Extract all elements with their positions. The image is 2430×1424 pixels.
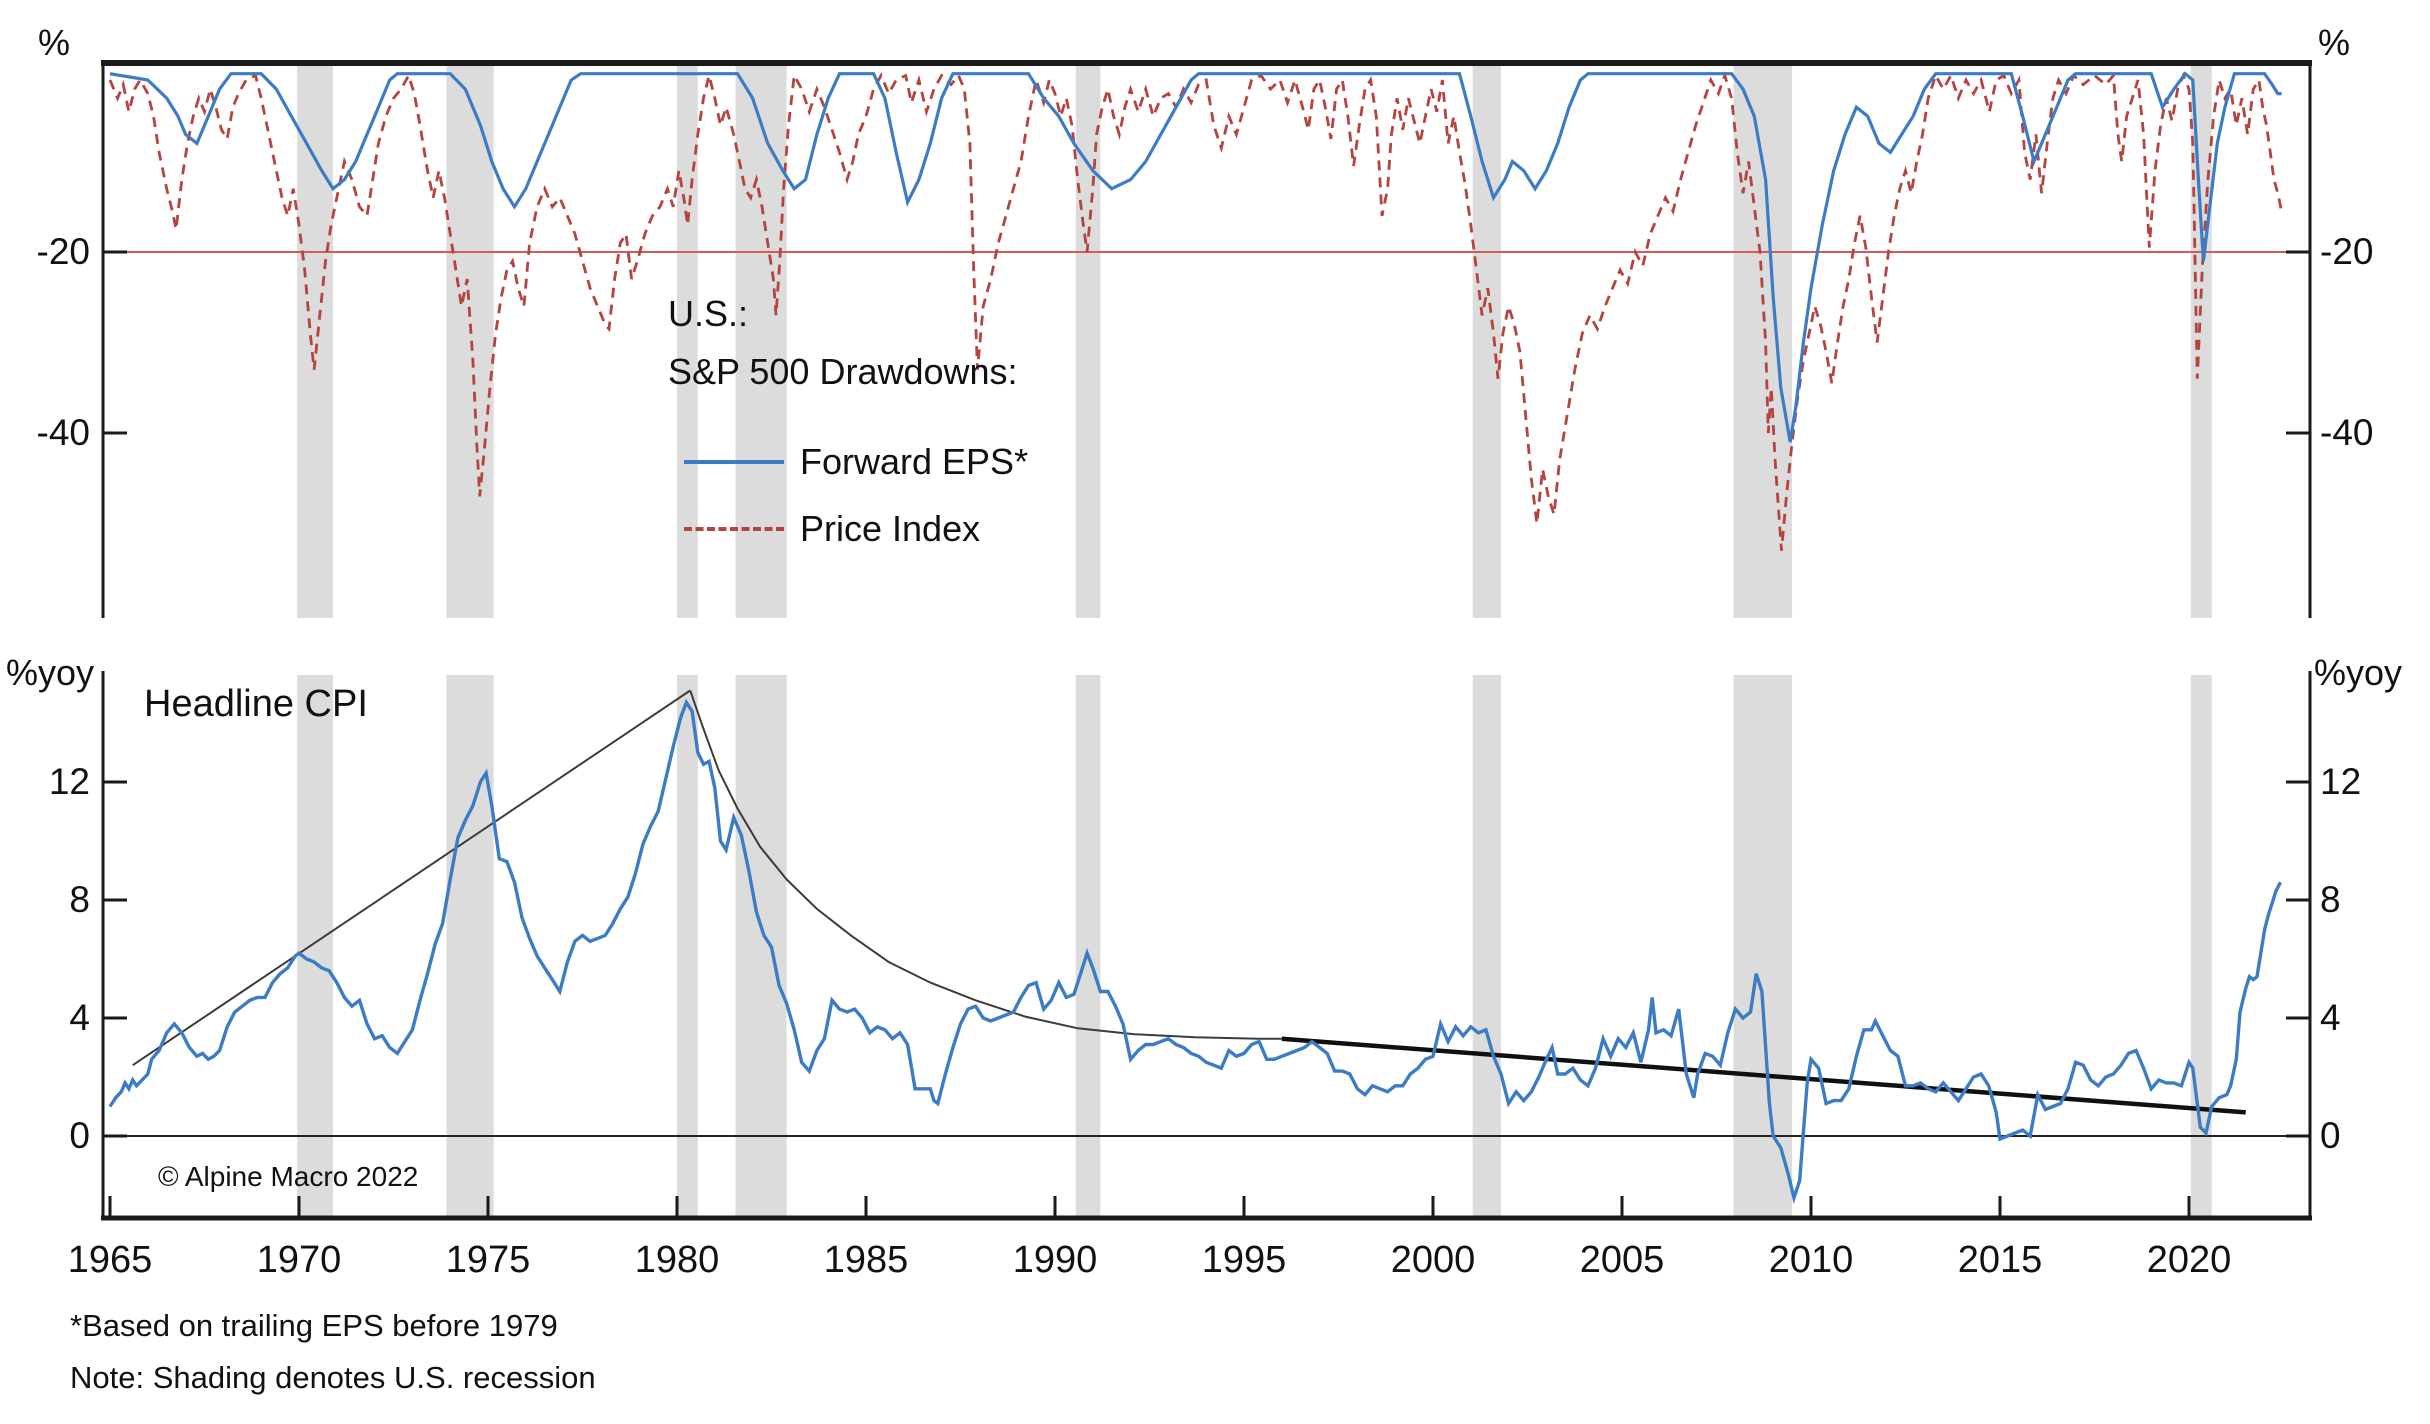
- recession-band: [1733, 675, 1793, 1218]
- recession-band: [2190, 63, 2212, 618]
- x-axis-tick-label: 1995: [1201, 1239, 1287, 1281]
- recession-band: [1472, 675, 1502, 1218]
- y-axis-tick-label: 4: [2320, 997, 2341, 1038]
- y-axis-tick-label: 12: [2320, 761, 2362, 802]
- y-axis-tick-label: 4: [69, 997, 90, 1038]
- legend-title-line2: S&P 500 Drawdowns:: [668, 351, 1018, 392]
- legend-title-line1: U.S.:: [668, 293, 749, 334]
- forward-eps-line-swatch-icon: [684, 460, 784, 464]
- bottom-panel-unit-right: %yoy: [2314, 652, 2403, 693]
- y-axis-tick-label: 12: [48, 761, 90, 802]
- recession-band: [1075, 63, 1101, 618]
- legend-item-forward-eps: Forward EPS*: [800, 441, 1029, 482]
- y-axis-tick-label: 0: [69, 1115, 90, 1156]
- footnote-recession-shading: Note: Shading denotes U.S. recession: [70, 1360, 596, 1395]
- copyright-note: © Alpine Macro 2022: [158, 1161, 419, 1192]
- top-panel-unit-right: %: [2318, 22, 2351, 63]
- y-axis-tick-label: 0: [2320, 1115, 2341, 1156]
- recession-band: [297, 63, 334, 618]
- x-axis-tick-label: 1970: [256, 1239, 342, 1281]
- recession-band: [735, 63, 787, 618]
- forward-eps-series: [109, 71, 2282, 443]
- x-axis-tick-label: 1975: [445, 1239, 531, 1281]
- y-axis-tick-label: 8: [2320, 879, 2341, 920]
- legend-item-price-index: Price Index: [800, 508, 981, 549]
- top-panel-unit-left: %: [38, 22, 71, 63]
- x-axis-tick-label: 1965: [67, 1239, 153, 1281]
- y-axis-tick-label: -40: [36, 412, 90, 453]
- recession-band: [735, 675, 787, 1218]
- recession-band: [446, 63, 494, 618]
- bottom-panel-unit-left: %yoy: [6, 652, 95, 693]
- declining-trend-line: [1281, 1036, 2246, 1115]
- recession-band: [1472, 63, 1502, 618]
- x-axis-tick-label: 2000: [1390, 1239, 1476, 1281]
- x-axis-tick-label: 2005: [1579, 1239, 1665, 1281]
- x-axis-tick-label: 1985: [823, 1239, 909, 1281]
- x-axis-tick-label: 2010: [1768, 1239, 1854, 1281]
- price-index-series: [108, 70, 2283, 551]
- recession-band: [677, 63, 698, 618]
- y-axis-tick-label: -20: [36, 231, 90, 272]
- y-axis-tick-label: -40: [2320, 412, 2374, 453]
- decay-trend-line: [689, 690, 1282, 1040]
- x-axis-tick-label: 1990: [1012, 1239, 1098, 1281]
- x-axis-tick-label: 1980: [634, 1239, 720, 1281]
- price-index-line-swatch-icon: [684, 527, 784, 531]
- footnote-eps-basis: *Based on trailing EPS before 1979: [70, 1308, 558, 1343]
- recession-band: [297, 675, 334, 1218]
- y-axis-tick-label: -20: [2320, 231, 2374, 272]
- x-axis-tick-label: 2015: [1957, 1239, 2043, 1281]
- recession-band: [677, 675, 698, 1218]
- x-axis-tick-label: 2020: [2146, 1239, 2232, 1281]
- rising-trend-line: [132, 689, 691, 1067]
- bottom-panel-title: Headline CPI: [144, 683, 368, 725]
- recession-band: [1075, 675, 1101, 1218]
- y-axis-tick-label: 8: [69, 879, 90, 920]
- recession-band: [446, 675, 494, 1218]
- headline-cpi-series: [108, 698, 2283, 1205]
